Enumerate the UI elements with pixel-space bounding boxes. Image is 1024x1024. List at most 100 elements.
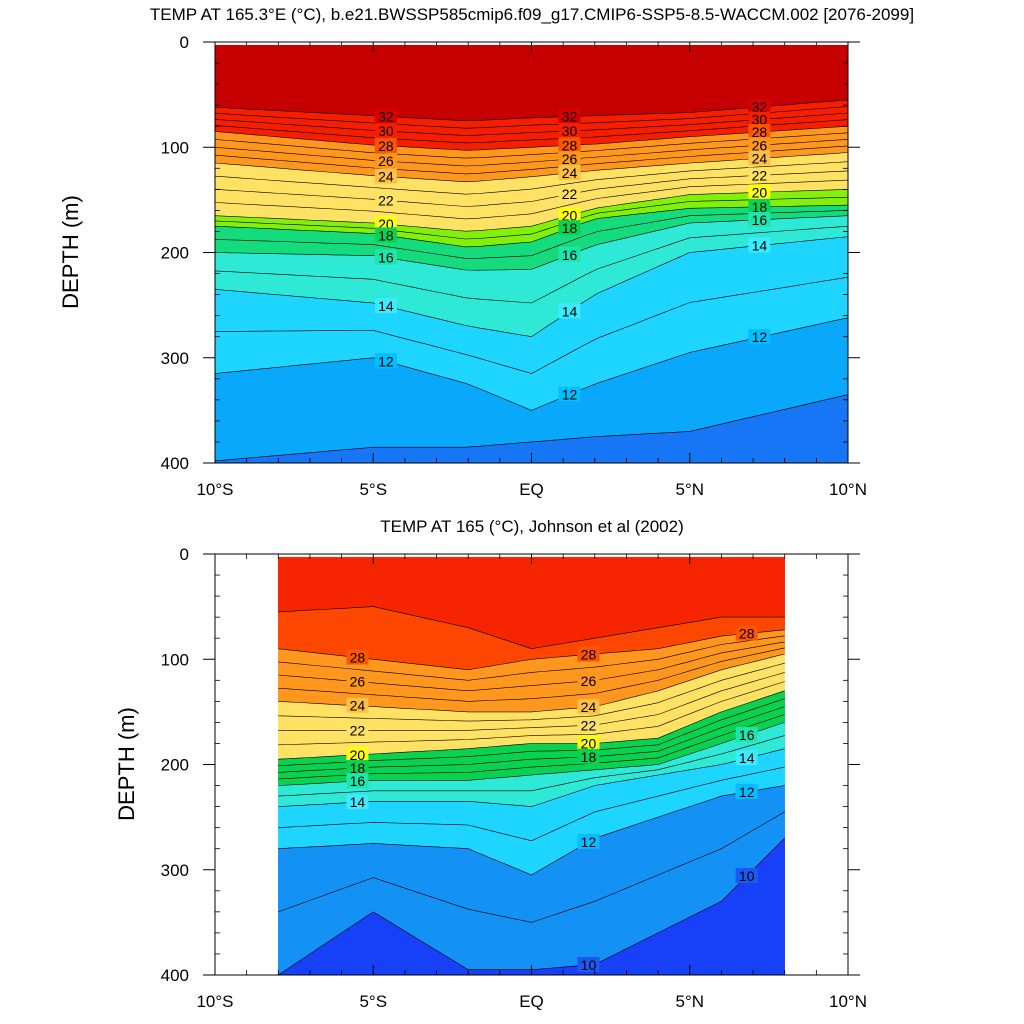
contour-label: 12 <box>581 834 597 850</box>
contour-label: 22 <box>562 186 578 202</box>
contour-label-bg <box>577 699 600 715</box>
contour-label: 26 <box>752 137 768 153</box>
isotherm-line <box>278 735 785 797</box>
contour-label-bg <box>374 153 397 169</box>
contour-label-bg <box>577 646 600 662</box>
contour-label: 24 <box>581 699 597 715</box>
contour-label: 16 <box>350 773 366 789</box>
x-tick-label: 5°S <box>359 992 387 1011</box>
panel-1-contour-lines <box>214 99 849 462</box>
isotherm-line <box>214 394 849 462</box>
y-tick-label: 400 <box>161 454 189 473</box>
contour-label-bg <box>558 246 581 262</box>
contour-label-bg <box>735 750 758 766</box>
panel-1-contour-labels: 3230282624222018161412323028262422201816… <box>374 98 771 403</box>
isotherm-line <box>278 785 785 876</box>
contour-label-bg <box>558 303 581 319</box>
panel-2-contour-labels: 2826242220181614121028262422201816141210… <box>346 625 758 973</box>
contour-label-bg <box>558 220 581 236</box>
x-tick-label: EQ <box>519 480 544 499</box>
isotherm-line <box>214 317 849 411</box>
isotherm-line <box>214 225 849 304</box>
contour-label: 28 <box>581 647 597 663</box>
panel-2-fills <box>277 556 785 976</box>
contour-label-bg <box>558 108 581 124</box>
isotherm-line <box>214 189 849 232</box>
isotherm-line <box>214 179 849 220</box>
contour-label: 14 <box>562 303 578 319</box>
contour-label: 30 <box>562 123 578 139</box>
contour-label: 26 <box>378 153 394 169</box>
contour-label: 16 <box>752 212 768 228</box>
contour-label-bg <box>558 186 581 202</box>
x-tick-label: EQ <box>519 992 544 1011</box>
contour-label-bg <box>558 386 581 402</box>
contour-label: 20 <box>581 735 597 751</box>
contour-label-bg <box>374 249 397 265</box>
contour-label-bg <box>748 150 771 166</box>
contour-label-bg <box>558 207 581 223</box>
y-tick-label: 300 <box>161 349 189 368</box>
contour-label: 14 <box>739 750 755 766</box>
y-tick-label: 100 <box>161 650 189 669</box>
contour-label-bg <box>374 108 397 124</box>
contour-label: 24 <box>350 698 366 714</box>
y-tick-label: 200 <box>161 244 189 263</box>
contour-label-bg <box>735 625 758 641</box>
y-tick-label: 400 <box>161 966 189 985</box>
isotherm-line <box>214 161 849 195</box>
contour-label-bg <box>577 833 600 849</box>
contour-label-bg <box>374 353 397 369</box>
contour-label: 32 <box>562 109 578 125</box>
contour-label-bg <box>374 168 397 184</box>
contour-label-bg <box>577 672 600 688</box>
contour-label: 18 <box>752 199 768 215</box>
contour-label: 28 <box>752 124 768 140</box>
contour-label-bg <box>346 760 369 776</box>
contour-label: 18 <box>378 227 394 243</box>
x-tick-label: 5°N <box>675 480 704 499</box>
y-tick-label: 0 <box>180 545 189 564</box>
contour-label: 24 <box>752 150 768 166</box>
contour-label: 14 <box>752 238 768 254</box>
contour-label: 12 <box>378 353 394 369</box>
contour-label-bg <box>346 722 369 738</box>
contour-label-bg <box>735 783 758 799</box>
isotherm-line <box>214 276 849 374</box>
isotherm-line <box>214 145 849 175</box>
contour-label: 22 <box>350 722 366 738</box>
y-tick-label: 300 <box>161 861 189 880</box>
isotherm-line <box>278 662 785 722</box>
contour-label-bg <box>346 697 369 713</box>
contour-label-bg <box>577 748 600 764</box>
contour-label-bg <box>558 151 581 167</box>
contour-label: 28 <box>350 649 366 665</box>
contour-label-bg <box>374 192 397 208</box>
isotherm-line <box>214 99 849 122</box>
isotherm-line <box>214 236 849 338</box>
isotherm-line <box>278 647 785 702</box>
contour-label-bg <box>735 727 758 743</box>
y-tick-label: 0 <box>180 33 189 52</box>
isotherm-line <box>214 204 849 248</box>
contour-label-bg <box>748 111 771 127</box>
contour-label: 22 <box>581 717 597 733</box>
contour-label: 20 <box>350 747 366 763</box>
contour-label: 26 <box>581 673 597 689</box>
contour-label: 32 <box>378 108 394 124</box>
y-tick-label: 100 <box>161 138 189 157</box>
y-tick-label: 200 <box>161 756 189 775</box>
contour-label: 26 <box>562 151 578 167</box>
panel-2-y-axis-label: DEPTH (m) <box>114 707 139 821</box>
contour-label: 20 <box>752 184 768 200</box>
contour-label: 22 <box>378 192 394 208</box>
contour-label: 16 <box>739 727 755 743</box>
contour-label-bg <box>748 211 771 227</box>
isotherm-line <box>214 119 849 144</box>
contour-label-bg <box>558 164 581 180</box>
isotherm-line <box>278 811 785 923</box>
contour-label: 12 <box>739 784 755 800</box>
isotherm-line <box>214 112 849 136</box>
panel-1-y-axis-label: DEPTH (m) <box>58 195 83 309</box>
panel-2-ticks: 10°S 5°S EQ 5°N 10°N 0 100 200 300 400 <box>161 545 867 1011</box>
